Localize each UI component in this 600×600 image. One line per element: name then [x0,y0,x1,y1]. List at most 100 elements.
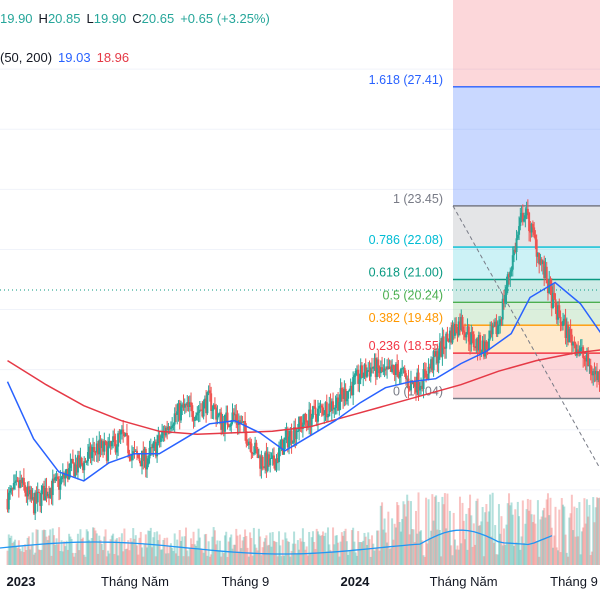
candle-body [583,357,586,359]
candle-body [86,452,89,462]
candle-body [37,491,40,493]
candle-body [76,455,79,473]
candle-body [528,212,531,232]
candle-body [472,334,475,348]
candle-body [69,463,72,469]
ma50-line[interactable] [6,281,600,482]
candle-body [306,422,309,428]
volume-bar [93,527,96,565]
candle-body [240,421,243,425]
candle-body [469,341,472,345]
candle-body [501,298,504,320]
fib-zone-0.236 [453,353,600,399]
candle-body [482,340,485,357]
volume-bar [433,496,436,565]
candle-body [161,432,164,439]
volume-bar [232,544,235,565]
ohlc-legend: 19.90 H20.85 L19.90 C20.65 +0.65 (+3.25%) [0,11,270,26]
candle-body [470,331,473,345]
volume-bar [221,550,224,565]
candle-body [554,299,557,308]
volume-bar [61,551,64,565]
candle-body [234,414,237,416]
candle-body [64,474,67,479]
candle-body [499,319,502,325]
volume-bar [525,509,528,565]
candle-body [218,412,221,414]
volume-bar [197,528,200,565]
volume-bar [495,554,498,565]
candle-body [202,401,205,417]
volume-bar [32,554,35,565]
candle-body [466,326,469,335]
volume-bar [497,504,500,565]
volume-bar [256,550,259,565]
fib-label-1.618: 1.618 (27.41) [369,73,443,87]
volume-bar [182,556,185,565]
volume-bar [242,536,245,565]
volume-bar [15,546,18,565]
candle-body [455,324,458,333]
volume-bar [487,511,490,565]
volume-bar [416,533,419,565]
candle-body [584,357,587,362]
volume-bar [152,537,155,565]
candle-body [158,435,161,442]
candle-body [10,488,13,491]
volume-bar [573,506,576,565]
volume-bar [129,538,132,565]
volume-bar [389,548,392,565]
candle-body [91,447,94,452]
candle-body [61,473,64,478]
candle-body [168,426,171,430]
candle-body [215,407,218,420]
candle-body [534,234,537,240]
candle-body [40,490,43,506]
volume-bar [555,547,558,565]
ma50-value: 19.03 [58,50,91,65]
volume-bar [69,536,72,565]
candle-body [585,353,588,362]
volume-bar [254,544,257,565]
volume-bar [113,553,116,565]
volume-bar [579,554,582,565]
candle-body [80,457,83,464]
candle-body [373,357,376,367]
fib-label-0.382: 0.382 (19.48) [369,311,443,325]
volume-bar [66,549,69,565]
volume-bar [511,514,514,565]
candle-body [144,448,147,470]
candle-body [406,378,409,380]
volume-bar [35,529,38,565]
high-value: 20.85 [47,11,81,26]
candle-body [32,497,35,514]
volume-bar [97,553,100,565]
candle-body [381,367,384,372]
volume-bar [583,498,586,565]
candle-body [350,385,353,396]
ma200-line[interactable] [7,341,600,436]
volume-bar [234,544,237,565]
volume-bar [432,520,435,565]
candle-body [296,430,299,432]
volume-bar [227,541,230,565]
candle-body [544,266,547,279]
candle-body [89,446,92,459]
candle-body [70,459,73,464]
volume-bar [428,537,431,565]
volume-bar [582,527,585,565]
candle-body [117,433,120,447]
candle-body [340,387,343,395]
volume-bar [181,536,184,565]
volume-bar [550,527,553,565]
volume-bar [217,551,220,565]
volume-bar [272,540,275,565]
candle-body [102,441,105,452]
volume-bar [36,529,39,565]
volume-bar [276,556,279,565]
candle-body [46,494,49,497]
candle-body [54,477,57,481]
candle-body [290,430,293,444]
volume-bar [169,543,172,565]
